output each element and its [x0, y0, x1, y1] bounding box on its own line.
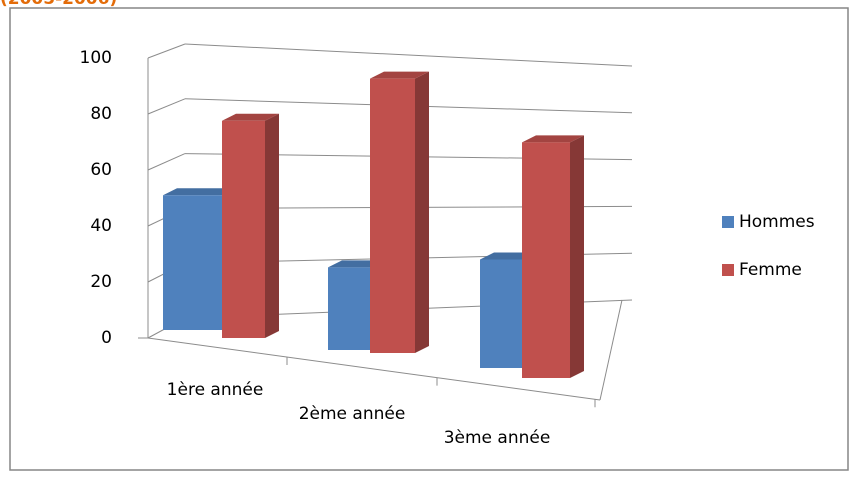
y-tick-label: 40: [90, 216, 112, 236]
y-tick-label: 60: [90, 160, 112, 180]
legend-label: Femme: [739, 260, 802, 280]
axis: [147, 337, 601, 401]
x-tick-label: 1ère année: [167, 380, 264, 400]
legend-label: Hommes: [739, 212, 815, 232]
y-tick-label: 20: [90, 272, 112, 292]
bar: [522, 142, 570, 378]
y-tick-label: 100: [80, 48, 112, 68]
y-tick-label: 80: [90, 104, 112, 124]
bar: [163, 195, 222, 330]
chart-frame: [9, 7, 849, 471]
bar-top: [522, 135, 584, 143]
bar-side: [265, 113, 279, 338]
y-tick-label: 0: [101, 328, 112, 348]
bar-top: [222, 113, 279, 121]
x-tick-label: 2ème année: [299, 404, 406, 424]
bar: [370, 78, 415, 354]
bar-top: [163, 188, 236, 196]
side-grid-line: [147, 43, 186, 59]
legend-swatch: [722, 264, 734, 276]
bar-top: [370, 71, 429, 79]
bar: [480, 259, 522, 368]
grid-line: [184, 43, 633, 67]
bar-side: [415, 71, 429, 354]
side-grid-line: [147, 153, 186, 171]
axis: [599, 299, 623, 401]
bar: [222, 120, 265, 338]
bar: [328, 267, 370, 350]
bar-side: [570, 135, 584, 378]
side-grid-line: [147, 98, 186, 115]
chart-title: (2005-2006): [0, 0, 117, 9]
legend-swatch: [722, 216, 734, 228]
x-tick-label: 3ème année: [444, 428, 551, 448]
